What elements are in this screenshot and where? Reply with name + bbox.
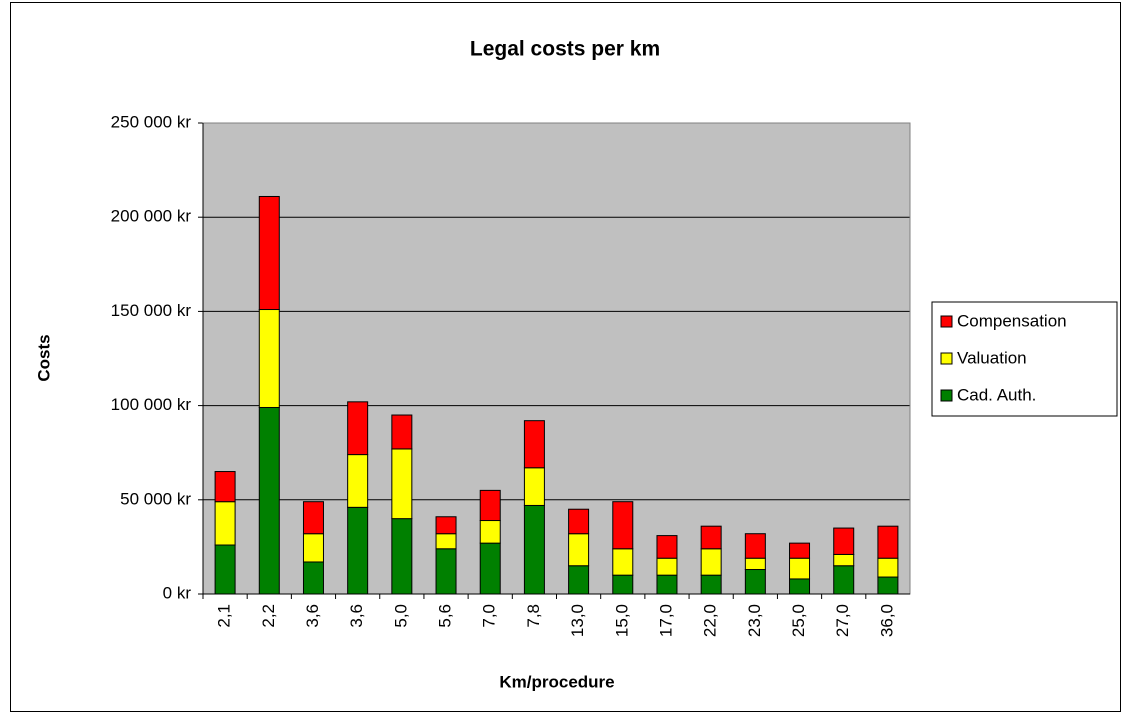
x-tick-label: 13,0 [568, 604, 587, 637]
legend-label: Cad. Auth. [957, 385, 1036, 404]
bar-segment [656, 535, 678, 559]
x-tick-label: 23,0 [745, 604, 764, 637]
bar-segment [258, 309, 280, 408]
bar-segment [568, 508, 590, 535]
x-tick-label: 25,0 [789, 604, 808, 637]
legend-swatch [940, 315, 953, 328]
bar-segment [258, 195, 280, 311]
bar-segment [833, 527, 855, 555]
bar-segment [435, 516, 457, 535]
y-tick-label: 250 000 kr [111, 112, 192, 131]
bar-segment [391, 414, 413, 450]
bar-segment [302, 501, 324, 535]
bar-segment [877, 576, 899, 595]
x-tick-label: 5,0 [391, 604, 410, 628]
bar-segment [700, 525, 722, 550]
y-tick-label: 100 000 kr [111, 395, 192, 414]
y-axis-title: Costs [34, 334, 53, 381]
bar-segment [302, 533, 324, 563]
bar-segment [347, 401, 369, 456]
bar-segment [744, 569, 766, 595]
bar-segment [656, 557, 678, 576]
bar-segment [479, 542, 501, 595]
bar-segment [612, 548, 634, 576]
bar-segment [612, 574, 634, 595]
bar-segment [523, 420, 545, 469]
bar-segment [877, 557, 899, 578]
x-tick-label: 5,6 [436, 604, 455, 628]
x-axis-title: Km/procedure [499, 672, 614, 691]
bar-segment [744, 533, 766, 559]
bar-segment [347, 454, 369, 508]
bar-segment [435, 548, 457, 595]
bar-segment [833, 565, 855, 595]
x-tick-label: 36,0 [877, 604, 896, 637]
y-tick-label: 150 000 kr [111, 301, 192, 320]
bar-segment [789, 578, 811, 595]
x-tick-label: 27,0 [833, 604, 852, 637]
bar-segment [656, 574, 678, 595]
legend-swatch [940, 352, 953, 365]
bar-segment [789, 557, 811, 580]
bar-segment [391, 518, 413, 595]
bar-segment [258, 406, 280, 595]
legend-box [931, 301, 1118, 417]
bar-segment [214, 471, 236, 503]
chart-title: Legal costs per km [470, 38, 660, 61]
y-tick-label: 0 kr [163, 583, 192, 602]
bar-segment [833, 553, 855, 567]
bar-segment [877, 525, 899, 559]
bar-segment [568, 565, 590, 595]
x-tick-label: 2,2 [259, 604, 278, 628]
bar-segment [479, 489, 501, 522]
bar-segment [479, 520, 501, 544]
bar-segment [435, 533, 457, 550]
bar-segment [568, 533, 590, 567]
legend-label: Compensation [957, 311, 1067, 330]
x-tick-label: 15,0 [612, 604, 631, 637]
y-tick-label: 200 000 kr [111, 207, 192, 226]
bar-segment [700, 574, 722, 595]
bar-segment [523, 467, 545, 506]
x-tick-label: 7,0 [480, 604, 499, 628]
bar-segment [612, 501, 634, 550]
x-tick-label: 17,0 [656, 604, 675, 637]
x-tick-label: 2,1 [215, 604, 234, 628]
bar-segment [700, 548, 722, 576]
x-tick-label: 3,6 [303, 604, 322, 628]
bar-segment [347, 506, 369, 595]
x-tick-label: 3,6 [347, 604, 366, 628]
legend-swatch [940, 389, 953, 402]
bar-segment [789, 542, 811, 559]
x-tick-label: 7,8 [524, 604, 543, 628]
bar-segment [302, 561, 324, 595]
x-tick-label: 22,0 [701, 604, 720, 637]
legend-label: Valuation [957, 348, 1027, 367]
bar-segment [523, 504, 545, 595]
bar-segment [744, 557, 766, 571]
bar-segment [214, 544, 236, 595]
bar-segment [214, 501, 236, 546]
y-tick-label: 50 000 kr [120, 489, 191, 508]
bar-segment [391, 448, 413, 520]
